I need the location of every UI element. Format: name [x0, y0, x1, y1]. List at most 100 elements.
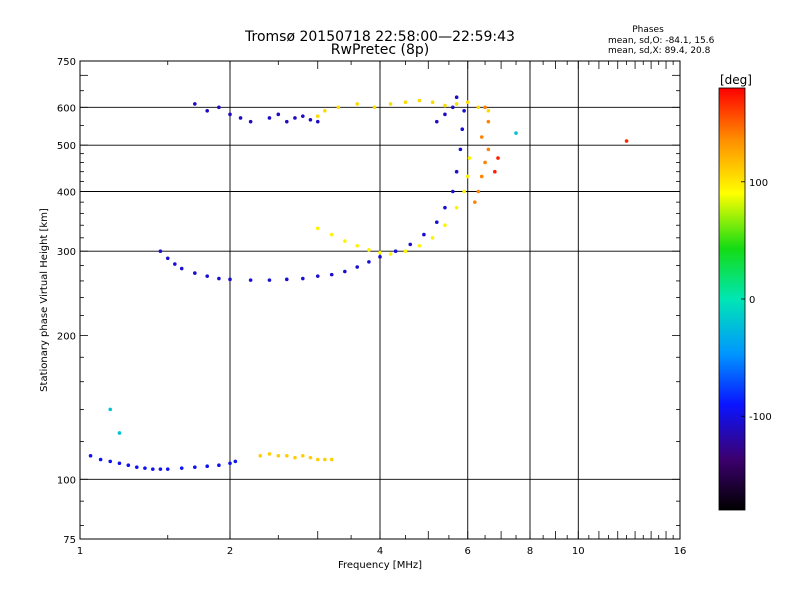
data-point: [193, 102, 197, 106]
y-tick-label: 75: [63, 535, 76, 546]
y-tick-label: 300: [57, 247, 76, 258]
data-point: [467, 156, 472, 160]
data-point: [315, 226, 320, 231]
data-point: [483, 160, 487, 165]
data-point: [486, 119, 491, 124]
data-point: [403, 100, 408, 104]
data-point: [228, 461, 232, 466]
data-point: [258, 453, 263, 458]
x-tick-label: 4: [377, 546, 383, 557]
data-point: [329, 457, 334, 462]
data-point: [179, 266, 184, 271]
data-point: [408, 242, 413, 247]
data-point: [462, 189, 466, 194]
data-point: [388, 252, 393, 256]
data-point: [443, 223, 447, 228]
data-point: [293, 455, 297, 460]
data-point: [205, 274, 209, 278]
data-points: [88, 95, 629, 471]
y-tick-label: 600: [57, 103, 76, 114]
data-point: [493, 169, 497, 174]
data-point: [454, 95, 459, 99]
stats-line-o: mean, sd,O: -84.1, 15.6: [608, 36, 715, 46]
data-point: [465, 100, 470, 104]
data-point: [165, 256, 170, 261]
data-point: [117, 431, 122, 435]
data-point: [267, 116, 272, 120]
data-point: [473, 200, 477, 204]
data-point: [624, 139, 629, 143]
data-point: [301, 276, 305, 281]
x-tick-label: 16: [674, 546, 687, 557]
data-point: [367, 248, 371, 252]
data-point: [422, 232, 426, 237]
data-point: [343, 239, 347, 243]
data-point: [308, 455, 313, 460]
data-point: [476, 189, 481, 194]
data-point: [462, 109, 466, 113]
data-point: [443, 205, 447, 210]
data-point: [248, 278, 253, 282]
data-point: [228, 112, 232, 117]
data-point: [301, 114, 305, 118]
x-tick-label: 8: [527, 546, 533, 557]
data-point: [151, 467, 155, 471]
y-axis-label: Stationary phase Virtual Height [km]: [39, 208, 50, 392]
axis-ticks: [79, 60, 681, 539]
data-point: [479, 135, 484, 139]
data-point: [217, 463, 221, 468]
x-tick-label: 1: [77, 546, 83, 557]
y-tick-label: 200: [57, 331, 76, 342]
y-tick-labels: 75 100 200 300 400 500 600 750: [57, 57, 76, 546]
data-point: [308, 118, 313, 122]
colorbar-tick-label: 0: [749, 295, 755, 306]
data-point: [301, 453, 305, 458]
data-point: [443, 112, 447, 117]
data-point: [315, 457, 320, 462]
data-point: [205, 464, 209, 469]
data-point: [329, 232, 334, 237]
stats-line-x: mean, sd,X: 89.4, 20.8: [608, 46, 711, 56]
data-point: [323, 109, 327, 113]
data-point: [267, 452, 272, 456]
data-point: [355, 243, 359, 248]
data-point: [483, 105, 487, 110]
data-point: [454, 169, 459, 174]
data-point: [248, 119, 253, 124]
data-point: [179, 466, 184, 470]
y-tick-label: 100: [57, 475, 76, 486]
data-point: [108, 407, 113, 412]
chart-title: Tromsø 20150718 22:58:00—22:59:43: [244, 29, 515, 45]
data-point: [158, 249, 163, 254]
data-point: [479, 174, 484, 179]
data-point: [193, 271, 197, 275]
data-point: [293, 116, 297, 120]
data-point: [143, 466, 147, 470]
data-point: [454, 102, 459, 106]
data-point: [378, 255, 382, 259]
chart-subtitle: RwPretec (8p): [331, 42, 429, 58]
data-point: [284, 453, 289, 458]
data-point: [217, 276, 221, 281]
x-tick-label: 2: [227, 546, 233, 557]
data-point: [496, 156, 500, 160]
data-point: [514, 131, 518, 135]
data-point: [434, 119, 439, 124]
data-point: [315, 114, 320, 118]
data-point: [355, 102, 359, 106]
data-point: [173, 262, 177, 266]
data-point: [417, 243, 422, 248]
data-point: [323, 457, 327, 462]
data-point: [98, 457, 103, 462]
data-point: [238, 116, 243, 120]
y-tick-label: 500: [57, 141, 76, 152]
data-point: [451, 105, 455, 110]
data-point: [454, 205, 459, 210]
x-axis-label: Frequency [MHz]: [338, 560, 422, 571]
data-point: [228, 277, 232, 282]
colorbar: [718, 87, 746, 511]
data-point: [117, 461, 122, 466]
data-point: [486, 109, 491, 113]
y-tick-label: 750: [57, 57, 76, 68]
